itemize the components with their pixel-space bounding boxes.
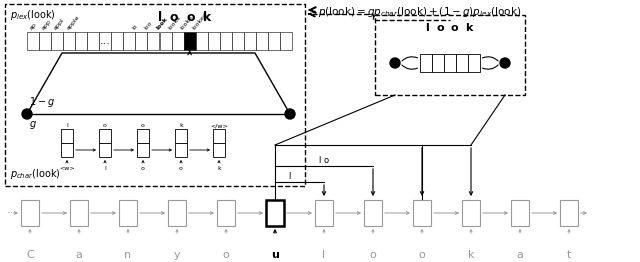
Bar [315, 200, 333, 226]
Text: l: l [104, 166, 106, 171]
Text: looked: looked [192, 12, 209, 31]
Text: a: a [516, 250, 524, 260]
Bar [462, 200, 480, 226]
Text: o: o [103, 123, 107, 128]
Bar [99, 143, 111, 157]
Bar [220, 32, 232, 50]
Bar [99, 32, 111, 50]
Bar [213, 129, 225, 143]
Text: appl: appl [53, 17, 66, 31]
Bar [27, 32, 39, 50]
Bar [137, 129, 149, 143]
Text: o: o [223, 250, 229, 260]
Bar [184, 32, 196, 50]
Text: o: o [179, 166, 183, 171]
Bar [39, 32, 51, 50]
Text: a: a [76, 250, 83, 260]
Bar [147, 32, 159, 50]
Circle shape [22, 109, 32, 119]
Text: loo: loo [143, 20, 154, 31]
Text: $1-g$: $1-g$ [29, 95, 55, 109]
Bar [280, 32, 292, 50]
Text: o: o [141, 123, 145, 128]
Bar [244, 32, 256, 50]
Bar [137, 143, 149, 157]
Text: C: C [26, 250, 34, 260]
Text: t: t [567, 250, 571, 260]
Bar [5, 4, 305, 186]
Bar [420, 54, 432, 72]
Bar [266, 200, 284, 226]
Bar [111, 32, 124, 50]
Bar [375, 15, 525, 95]
Text: $\mathbf{l\ \ o\ \ o\ \ k}$: $\mathbf{l\ \ o\ \ o\ \ k}$ [425, 21, 475, 33]
Bar [21, 200, 39, 226]
Bar [364, 200, 382, 226]
Bar [413, 200, 431, 226]
Bar [444, 54, 456, 72]
Text: y: y [173, 250, 180, 260]
Bar [75, 32, 87, 50]
Bar [172, 32, 184, 50]
Bar [87, 32, 99, 50]
Text: </w>: </w> [210, 123, 228, 128]
Text: ...: ... [100, 36, 111, 46]
Text: k: k [468, 250, 474, 260]
Text: $p(\mathrm{look}) = gp_{char}(\mathrm{look}) + (1-g)p_{lex}(\mathrm{look})$: $p(\mathrm{look}) = gp_{char}(\mathrm{lo… [318, 5, 522, 19]
Bar [456, 54, 468, 72]
Text: l: l [323, 250, 326, 260]
Text: o: o [370, 250, 376, 260]
Bar [468, 54, 480, 72]
Text: o: o [141, 166, 145, 171]
Bar [232, 32, 244, 50]
Bar [208, 32, 220, 50]
Text: o: o [419, 250, 426, 260]
Bar [99, 129, 111, 143]
Bar [136, 32, 147, 50]
Text: $\mathbf{l\ \ o\ \ o\ \ k}$: $\mathbf{l\ \ o\ \ o\ \ k}$ [157, 10, 213, 24]
Bar [175, 129, 187, 143]
Text: $p_{lex}(\mathrm{look})$: $p_{lex}(\mathrm{look})$ [10, 8, 56, 22]
Text: u: u [271, 250, 279, 260]
Bar [51, 32, 63, 50]
Bar [63, 32, 75, 50]
Bar [175, 143, 187, 157]
Text: n: n [124, 250, 132, 260]
Text: l o: l o [319, 156, 329, 165]
Circle shape [500, 58, 510, 68]
Text: looks: looks [168, 15, 182, 31]
Text: apple: apple [65, 14, 81, 31]
Text: $p_{char}(\mathrm{look})$: $p_{char}(\mathrm{look})$ [10, 167, 61, 181]
Bar [159, 32, 172, 50]
Circle shape [390, 58, 400, 68]
Bar [196, 32, 208, 50]
Bar [124, 32, 136, 50]
Circle shape [285, 109, 295, 119]
Text: app: app [41, 19, 52, 31]
Bar [70, 200, 88, 226]
Bar [268, 32, 280, 50]
Text: ...: ... [6, 205, 17, 215]
Text: look: look [156, 17, 169, 31]
Bar [168, 200, 186, 226]
Text: l: l [289, 172, 291, 181]
Text: <w>: <w> [59, 166, 75, 171]
Text: $g$: $g$ [29, 119, 37, 131]
Bar [61, 143, 73, 157]
Bar [61, 129, 73, 143]
Bar [217, 200, 235, 226]
Bar [213, 143, 225, 157]
Text: lo: lo [132, 24, 139, 31]
Text: l: l [66, 123, 68, 128]
Text: k: k [179, 123, 183, 128]
Text: k: k [217, 166, 221, 171]
Text: ap: ap [29, 22, 38, 31]
Bar [511, 200, 529, 226]
Bar [256, 32, 268, 50]
Bar [560, 200, 578, 226]
Bar [119, 200, 137, 226]
Bar [432, 54, 444, 72]
Text: looke: looke [180, 15, 195, 31]
